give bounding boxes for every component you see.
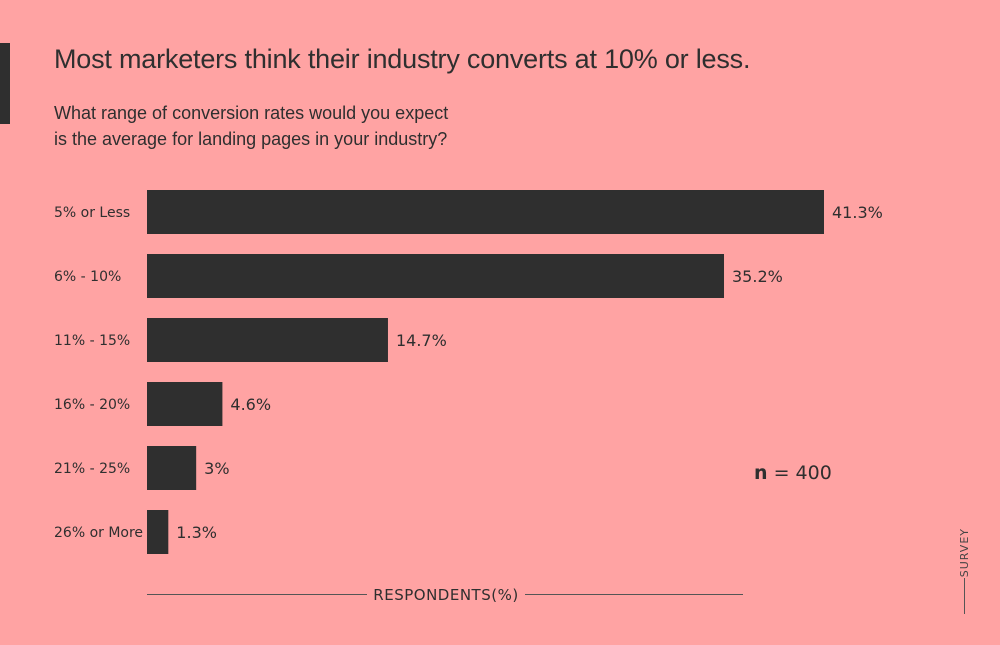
category-label: 6% - 10% bbox=[54, 269, 121, 285]
subtitle-line-2: is the average for landing pages in your… bbox=[54, 129, 448, 149]
sample-size-note: n = 400 bbox=[754, 462, 832, 484]
bar bbox=[147, 382, 223, 426]
survey-tag: SURVEY bbox=[958, 528, 971, 578]
sample-size-symbol: n bbox=[754, 462, 768, 484]
value-label: 1.3% bbox=[176, 523, 217, 542]
value-label: 3% bbox=[204, 459, 229, 478]
category-label: 5% or Less bbox=[54, 205, 130, 221]
value-label: 14.7% bbox=[396, 331, 447, 350]
bar bbox=[147, 254, 725, 298]
x-axis-label: RESPONDENTS(%) bbox=[373, 586, 519, 604]
axis-rule-left bbox=[147, 594, 367, 595]
category-label: 21% - 25% bbox=[54, 461, 130, 477]
bar bbox=[147, 190, 824, 234]
chart-subtitle: What range of conversion rates would you… bbox=[54, 100, 574, 152]
bar bbox=[147, 446, 197, 490]
axis-rule-right bbox=[525, 594, 743, 595]
value-label: 41.3% bbox=[832, 203, 883, 222]
sample-size-value: = 400 bbox=[767, 462, 832, 484]
accent-bar bbox=[0, 43, 10, 124]
subtitle-line-1: What range of conversion rates would you… bbox=[54, 103, 449, 123]
bar bbox=[147, 318, 388, 362]
survey-tag-rule bbox=[964, 578, 965, 614]
bar bbox=[147, 510, 169, 554]
chart-title: Most marketers think their industry conv… bbox=[54, 44, 751, 74]
value-label: 4.6% bbox=[230, 395, 271, 414]
value-label: 35.2% bbox=[732, 267, 783, 286]
category-label: 16% - 20% bbox=[54, 397, 130, 413]
category-label: 11% - 15% bbox=[54, 333, 130, 349]
category-label: 26% or More bbox=[54, 525, 143, 541]
